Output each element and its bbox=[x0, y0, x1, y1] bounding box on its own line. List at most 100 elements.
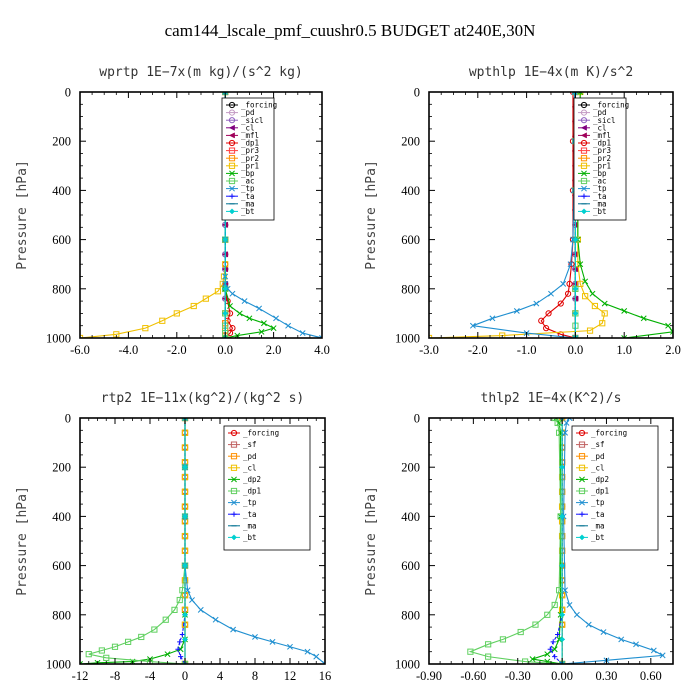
data-point bbox=[559, 464, 566, 471]
x-tick-label: -6.0 bbox=[70, 343, 90, 357]
series-line bbox=[177, 418, 186, 664]
data-point bbox=[229, 325, 236, 332]
data-point bbox=[171, 606, 178, 613]
data-point bbox=[529, 656, 536, 663]
y-tick-label: 1000 bbox=[46, 332, 71, 346]
legend-marker bbox=[581, 185, 587, 192]
legend-label: _pd bbox=[593, 108, 607, 117]
axes-frame bbox=[428, 91, 674, 339]
legend-label: _forcing bbox=[241, 101, 277, 110]
legend-marker bbox=[581, 208, 587, 215]
chart-panel-4: thlp2 1E−4x(K^2)/s Pressure [hPa] -0.90 -0.… bbox=[364, 391, 674, 683]
x-tick-label: -0.30 bbox=[505, 669, 531, 683]
data-point bbox=[557, 300, 564, 307]
y-tick-label: 1000 bbox=[395, 332, 420, 346]
data-point bbox=[138, 633, 145, 641]
data-point bbox=[222, 236, 229, 243]
y-tick-label: 600 bbox=[401, 559, 420, 573]
series-dp1 bbox=[467, 418, 566, 664]
data-point bbox=[190, 302, 197, 310]
data-point bbox=[236, 310, 243, 317]
y-tick-label: 1000 bbox=[46, 658, 71, 672]
legend-label: _ma bbox=[243, 521, 257, 530]
y-axis-label: Pressure [hPa] bbox=[364, 486, 379, 596]
data-point bbox=[322, 661, 325, 664]
legend-label: _dp1 bbox=[241, 139, 259, 148]
data-point bbox=[485, 641, 492, 648]
legend-marker bbox=[579, 534, 585, 541]
legend-marker bbox=[580, 177, 588, 185]
legend-label: _sicl bbox=[241, 116, 264, 125]
legend-label: _tp bbox=[591, 498, 605, 507]
legend-label: _pr3 bbox=[241, 146, 259, 155]
data-point bbox=[258, 328, 265, 335]
data-point bbox=[178, 654, 184, 660]
legend-label: _ta bbox=[243, 510, 257, 519]
legend-marker bbox=[578, 441, 586, 448]
x-tick-label: 0.60 bbox=[640, 669, 662, 683]
legend: _forcing_pd_sicl_cl_mfl_dp1_pr3_pr2_pr1_… bbox=[221, 97, 277, 221]
data-point bbox=[543, 325, 550, 332]
legend-marker bbox=[578, 453, 586, 460]
legend-box bbox=[223, 425, 311, 551]
plot-area bbox=[429, 92, 673, 338]
legend-label: _mfl bbox=[241, 131, 259, 140]
y-axis-label: Pressure [hPa] bbox=[15, 486, 30, 596]
legend-marker bbox=[230, 441, 238, 448]
y-tick-label: 800 bbox=[401, 282, 420, 296]
x-tick-label: 0.30 bbox=[596, 669, 618, 683]
x-tick-label: 1.0 bbox=[616, 343, 632, 357]
data-point bbox=[273, 315, 279, 322]
legend-label: _ta bbox=[241, 192, 255, 201]
data-point bbox=[572, 236, 579, 243]
y-tick-label: 200 bbox=[401, 135, 420, 149]
legend-label: _pd bbox=[243, 452, 257, 461]
legend-marker bbox=[580, 139, 588, 147]
series-ta bbox=[175, 418, 188, 664]
data-point bbox=[544, 651, 551, 658]
data-point bbox=[563, 419, 570, 426]
legend: _forcing_pd_sicl_cl_mfl_dp1_pr3_pr2_pr1_… bbox=[573, 97, 629, 221]
legend-label: _ac bbox=[593, 177, 607, 186]
y-axis-label: Pressure [hPa] bbox=[15, 160, 30, 270]
x-tick-label: 12 bbox=[284, 669, 297, 683]
legend-marker bbox=[228, 132, 235, 139]
data-point bbox=[184, 587, 191, 594]
series-dp2 bbox=[80, 418, 188, 664]
series-line bbox=[468, 418, 563, 664]
data-point bbox=[559, 611, 566, 618]
legend-label: _dp1 bbox=[243, 487, 261, 496]
data-point bbox=[260, 320, 267, 327]
legend-label: _tp bbox=[241, 184, 255, 193]
data-point bbox=[214, 288, 222, 295]
data-point bbox=[591, 302, 599, 310]
x-tick-label: -0.60 bbox=[460, 669, 486, 683]
legend: _forcing _sf _pd _cl _dp2 _dp1 _tp _ta _ma _bt bbox=[571, 425, 659, 551]
data-point bbox=[304, 648, 311, 655]
legend-marker bbox=[228, 117, 236, 124]
y-tick-label: 400 bbox=[52, 510, 71, 524]
legend-label: _tp bbox=[243, 498, 257, 507]
data-point bbox=[650, 647, 657, 654]
data-point bbox=[513, 307, 520, 314]
data-point bbox=[532, 621, 539, 628]
data-point bbox=[222, 285, 229, 292]
data-point bbox=[659, 652, 666, 659]
data-point bbox=[573, 611, 580, 618]
legend-label: _pr1 bbox=[593, 161, 611, 170]
legend-label: _cl bbox=[243, 463, 257, 472]
data-point bbox=[189, 597, 195, 603]
data-point bbox=[601, 310, 608, 317]
legend-marker bbox=[580, 109, 588, 116]
legend-marker bbox=[229, 193, 235, 199]
legend-label: _bt bbox=[243, 533, 257, 542]
data-point bbox=[547, 646, 553, 652]
data-point bbox=[202, 295, 209, 302]
y-tick-label: 600 bbox=[52, 559, 71, 573]
legend-marker bbox=[581, 170, 587, 177]
legend-marker bbox=[580, 101, 588, 109]
panel-title: wpthlp 1E−4x(m K)/s^2 bbox=[469, 65, 633, 80]
x-tick-label: -4.0 bbox=[119, 343, 139, 357]
data-point bbox=[270, 325, 277, 332]
legend-label: _pd bbox=[241, 108, 255, 117]
